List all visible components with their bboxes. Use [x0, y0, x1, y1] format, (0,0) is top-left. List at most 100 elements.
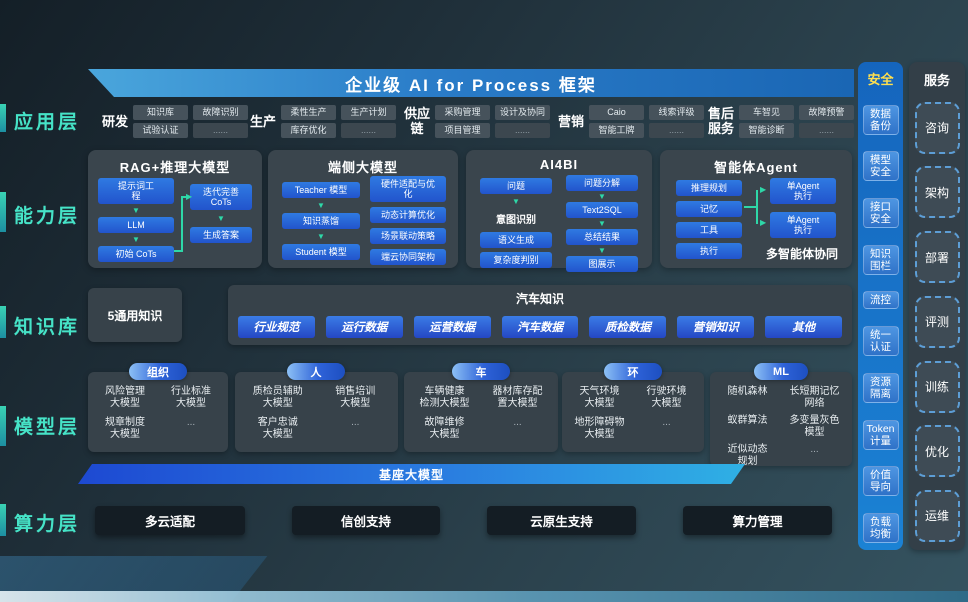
model-pill-environment[interactable]: 环	[604, 363, 662, 380]
flow-node[interactable]: 提示词工 程	[98, 178, 174, 204]
model-item: 风险管理 大模型	[105, 386, 145, 409]
knowledge-button[interactable]: 质检数据	[589, 316, 667, 338]
service-item[interactable]: 咨询	[914, 101, 960, 154]
security-item[interactable]: 知识 围栏	[862, 244, 899, 275]
model-group-environment: 天气环境 大模型 行驶环境 大模型 地形障碍物 大模型 ...	[562, 372, 704, 452]
arrow-down-icon	[282, 233, 360, 240]
flow-node[interactable]: 场景联动策略	[370, 228, 446, 244]
app-chip-more[interactable]: ......	[495, 122, 551, 138]
flow-node[interactable]: 硬件适配与优 化	[370, 176, 446, 202]
model-item: 器材库存配 置大模型	[492, 386, 543, 409]
app-chip[interactable]: 采购管理	[435, 104, 491, 120]
service-item[interactable]: 部署	[914, 231, 960, 284]
app-chip[interactable]: 库存优化	[281, 122, 337, 138]
base-model-label: 基座大模型	[378, 467, 444, 482]
knowledge-button[interactable]: 其他	[765, 316, 843, 338]
security-item[interactable]: 价值 导向	[862, 466, 899, 497]
knowledge-button[interactable]: 营销知识	[677, 316, 755, 338]
arrow-right-icon	[760, 219, 766, 227]
model-item: 随机森林	[727, 386, 768, 397]
app-chip[interactable]: 车智见	[739, 104, 795, 120]
model-pill-ml[interactable]: ML	[754, 363, 808, 380]
compute-box-cloudnative[interactable]: 云原生支持	[487, 506, 636, 535]
flow-node[interactable]: 动态计算优化	[370, 207, 446, 223]
app-chip-more[interactable]: ......	[649, 122, 705, 138]
flow-node[interactable]: 问题	[480, 178, 552, 194]
service-item[interactable]: 优化	[914, 425, 960, 478]
flow-node[interactable]: Text2SQL	[566, 202, 638, 218]
app-chip[interactable]: 项目管理	[435, 122, 491, 138]
flow-node[interactable]: 生成答案	[190, 227, 252, 243]
model-pill-organization[interactable]: 组织	[129, 363, 187, 380]
app-chip[interactable]: Caio	[589, 104, 645, 120]
security-rail: 安全 数据 备份 模型 安全 接口 安全 知识 围栏 流控 统一 认证 资源 隔…	[858, 62, 903, 550]
flow-node[interactable]: Student 模型	[282, 244, 360, 260]
security-item[interactable]: 统一 认证	[862, 326, 899, 357]
compute-box-power-mgmt[interactable]: 算力管理	[683, 506, 832, 535]
flow-node[interactable]: 迭代完善 CoTs	[190, 184, 252, 210]
app-chip[interactable]: 生产计划	[341, 104, 397, 120]
app-chip[interactable]: 设计及协同	[495, 104, 551, 120]
agent-exec-node[interactable]: 单Agent 执行	[770, 212, 836, 238]
compute-box-xinchuang[interactable]: 信创支持	[292, 506, 440, 535]
flow-node[interactable]: 问题分解	[566, 175, 638, 191]
app-chip[interactable]: 线索评级	[649, 104, 705, 120]
model-item: 长短期记忆 网络	[789, 386, 840, 409]
service-item[interactable]: 架构	[914, 166, 960, 219]
service-item[interactable]: 运维	[914, 489, 960, 542]
flow-node[interactable]: 知识蒸馏	[282, 213, 360, 229]
knowledge-button[interactable]: 运营数据	[413, 316, 491, 338]
arrow-down-icon	[98, 236, 174, 243]
flow-node[interactable]: LLM	[98, 217, 174, 233]
app-chip[interactable]: 智能诊断	[739, 122, 795, 138]
app-chip[interactable]: 故障识别	[193, 104, 249, 120]
app-chip[interactable]: 知识库	[133, 104, 189, 120]
security-item[interactable]: 流控	[862, 291, 899, 310]
model-item: 车辆健康 检测大模型	[419, 386, 470, 409]
flow-node[interactable]: 语义生成	[480, 232, 552, 248]
flow-node[interactable]: 初始 CoTs	[98, 246, 174, 262]
flow-node[interactable]: 总结结果	[566, 229, 638, 245]
flow-node[interactable]: 记忆	[676, 201, 742, 217]
security-item[interactable]: 接口 安全	[862, 198, 899, 229]
model-item: 多变量灰色 模型	[789, 415, 840, 438]
agent-exec-node[interactable]: 单Agent 执行	[770, 178, 836, 204]
flow-node[interactable]: 推理规划	[676, 180, 742, 196]
flow-node[interactable]: 端云协同架构	[370, 249, 446, 265]
app-chip[interactable]: 柔性生产	[281, 104, 337, 120]
service-item[interactable]: 训练	[914, 360, 960, 413]
model-item-more: ...	[662, 417, 671, 428]
app-chip-more[interactable]: ......	[799, 122, 855, 138]
arrow-down-icon	[98, 207, 174, 214]
model-group-vehicle: 车辆健康 检测大模型 器材库存配 置大模型 故障维修 大模型 ...	[404, 372, 558, 452]
knowledge-button[interactable]: 行业规范	[238, 316, 315, 338]
flow-node[interactable]: Teacher 模型	[282, 182, 360, 198]
security-item[interactable]: 数据 备份	[862, 104, 899, 135]
app-chip[interactable]: 故障预警	[799, 104, 855, 120]
knowledge-button[interactable]: 运行数据	[325, 316, 403, 338]
security-item[interactable]: 负载 均衡	[862, 512, 899, 543]
app-chip[interactable]: 试验认证	[133, 122, 189, 138]
flow-node[interactable]: 工具	[676, 222, 742, 238]
flow-node[interactable]: 执行	[676, 243, 742, 259]
auto-knowledge-title: 汽车知识	[515, 292, 564, 306]
multi-agent-caption: 多智能体协同	[765, 247, 838, 261]
service-item[interactable]: 评测	[914, 295, 960, 348]
compute-box-multicloud[interactable]: 多云适配	[95, 506, 245, 535]
arrow-down-icon	[282, 202, 360, 209]
knowledge-button[interactable]: 汽车数据	[501, 316, 579, 338]
flow-node[interactable]: 图展示	[566, 256, 638, 272]
app-chip-more[interactable]: ......	[341, 122, 397, 138]
model-item: 行驶环境 大模型	[646, 386, 687, 409]
app-chip[interactable]: 智能工牌	[589, 122, 645, 138]
app-group-rnd: 研发 知识库 试验认证 故障识别 ......	[102, 100, 249, 142]
connector-line	[183, 196, 187, 198]
app-chip-more[interactable]: ......	[193, 122, 249, 138]
flow-node[interactable]: 复杂度判别	[480, 252, 552, 268]
security-item[interactable]: 资源 隔离	[862, 372, 899, 403]
security-item[interactable]: 模型 安全	[862, 151, 899, 182]
security-item[interactable]: Token 计量	[862, 419, 899, 450]
connector-line	[744, 206, 758, 208]
model-pill-people[interactable]: 人	[287, 363, 345, 380]
model-pill-vehicle[interactable]: 车	[452, 363, 510, 380]
